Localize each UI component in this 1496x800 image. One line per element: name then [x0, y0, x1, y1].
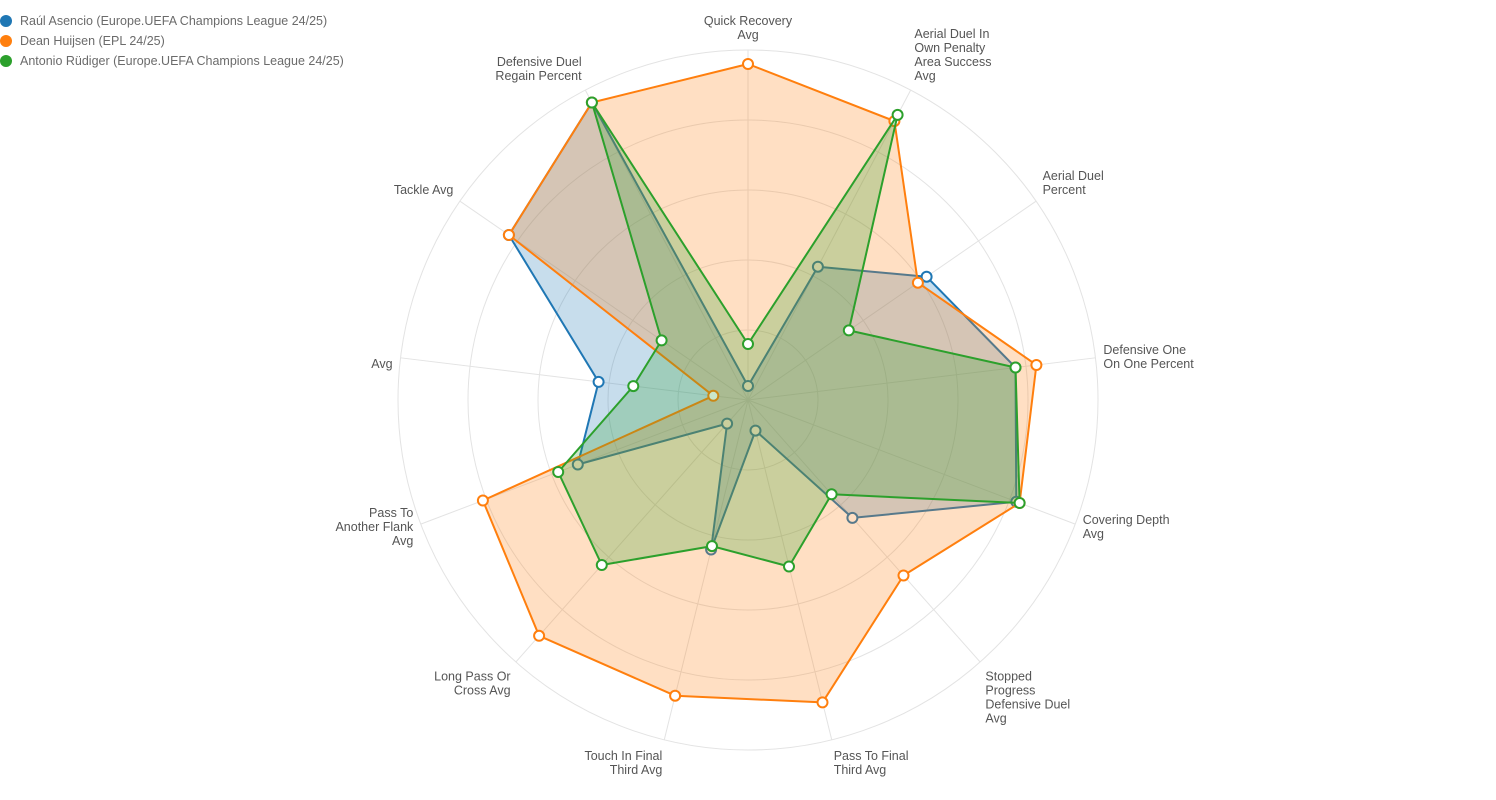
data-point[interactable]: [476, 494, 489, 507]
data-point[interactable]: [816, 696, 829, 709]
grid-spoke: [747, 399, 981, 663]
data-point[interactable]: [552, 466, 565, 478]
legend-item[interactable]: Antonio Rüdiger (Europe.UEFA Champions L…: [0, 51, 344, 71]
data-point[interactable]: [721, 417, 734, 430]
data-point[interactable]: [749, 424, 762, 437]
data-point[interactable]: [669, 689, 682, 702]
data-point[interactable]: [783, 560, 795, 573]
data-point[interactable]: [533, 629, 546, 642]
legend-item[interactable]: Raúl Asencio (Europe.UEFA Champions Leag…: [0, 11, 344, 31]
axis-label: Avg: [371, 357, 392, 371]
axis-label: Touch In Final Third Avg: [584, 749, 662, 777]
data-point[interactable]: [920, 270, 933, 283]
series-group: [552, 96, 1026, 573]
axis-label: Tackle Avg: [394, 183, 454, 197]
legend-label: Dean Huijsen (EPL 24/25): [20, 34, 165, 48]
data-point[interactable]: [655, 334, 668, 347]
grid-spoke: [515, 399, 749, 663]
radar-grid: [397, 49, 1099, 751]
data-point[interactable]: [811, 260, 824, 273]
data-point[interactable]: [627, 380, 640, 393]
data-point[interactable]: [897, 569, 910, 582]
legend: Raúl Asencio (Europe.UEFA Champions Leag…: [0, 11, 344, 71]
axis-label: Pass To Another Flank Avg: [335, 506, 414, 548]
series-area: [481, 63, 1038, 704]
axis-label: Defensive Duel Regain Percent: [495, 55, 582, 83]
data-point[interactable]: [742, 338, 754, 350]
grid-spoke: [663, 399, 749, 740]
grid-spoke: [747, 200, 1037, 401]
axis-label: Defensive One On One Percent: [1103, 343, 1194, 371]
data-point[interactable]: [571, 458, 584, 471]
grid-spoke: [747, 89, 912, 401]
legend-marker: [0, 35, 12, 47]
data-point[interactable]: [502, 229, 515, 241]
legend-marker: [0, 55, 12, 67]
series-group: [476, 58, 1043, 709]
legend-label: Raúl Asencio (Europe.UEFA Champions Leag…: [20, 14, 328, 28]
data-point[interactable]: [706, 540, 718, 553]
legend-marker: [0, 15, 12, 27]
axis-labels: Quick Recovery Avg Aerial Duel In Own Penal…: [335, 14, 1194, 777]
data-point[interactable]: [595, 559, 608, 571]
legend-label: Antonio Rüdiger (Europe.UEFA Champions L…: [20, 54, 344, 68]
axis-label: Covering Depth Avg: [1083, 513, 1170, 541]
axis-label: Aerial Duel Percent: [1043, 169, 1104, 197]
data-point[interactable]: [1009, 361, 1022, 374]
data-point[interactable]: [1030, 359, 1043, 371]
axis-label: Stopped Progress Defensive Duel Avg: [985, 670, 1070, 726]
data-point[interactable]: [825, 488, 838, 501]
series-layer: [476, 58, 1043, 709]
series-area: [507, 101, 1018, 551]
data-point[interactable]: [891, 108, 904, 121]
data-point[interactable]: [846, 511, 859, 524]
data-point[interactable]: [842, 324, 855, 337]
data-point[interactable]: [742, 58, 754, 70]
grid-spoke: [400, 357, 749, 401]
legend-item[interactable]: Dean Huijsen (EPL 24/25): [0, 31, 344, 51]
axis-label: Pass To Final Third Avg: [834, 749, 909, 777]
series-group: [502, 96, 1023, 556]
data-point[interactable]: [592, 375, 605, 388]
axis-label: Quick Recovery Avg: [704, 14, 793, 42]
axis-label: Aerial Duel In Own Penalty Area Success Avg: [914, 27, 991, 83]
data-point[interactable]: [742, 380, 754, 392]
data-point[interactable]: [585, 96, 598, 109]
data-point[interactable]: [1013, 497, 1026, 509]
axis-label: Long Pass Or Cross Avg: [434, 670, 510, 698]
data-point[interactable]: [707, 389, 720, 402]
series-area: [557, 101, 1021, 568]
data-point[interactable]: [911, 276, 924, 289]
